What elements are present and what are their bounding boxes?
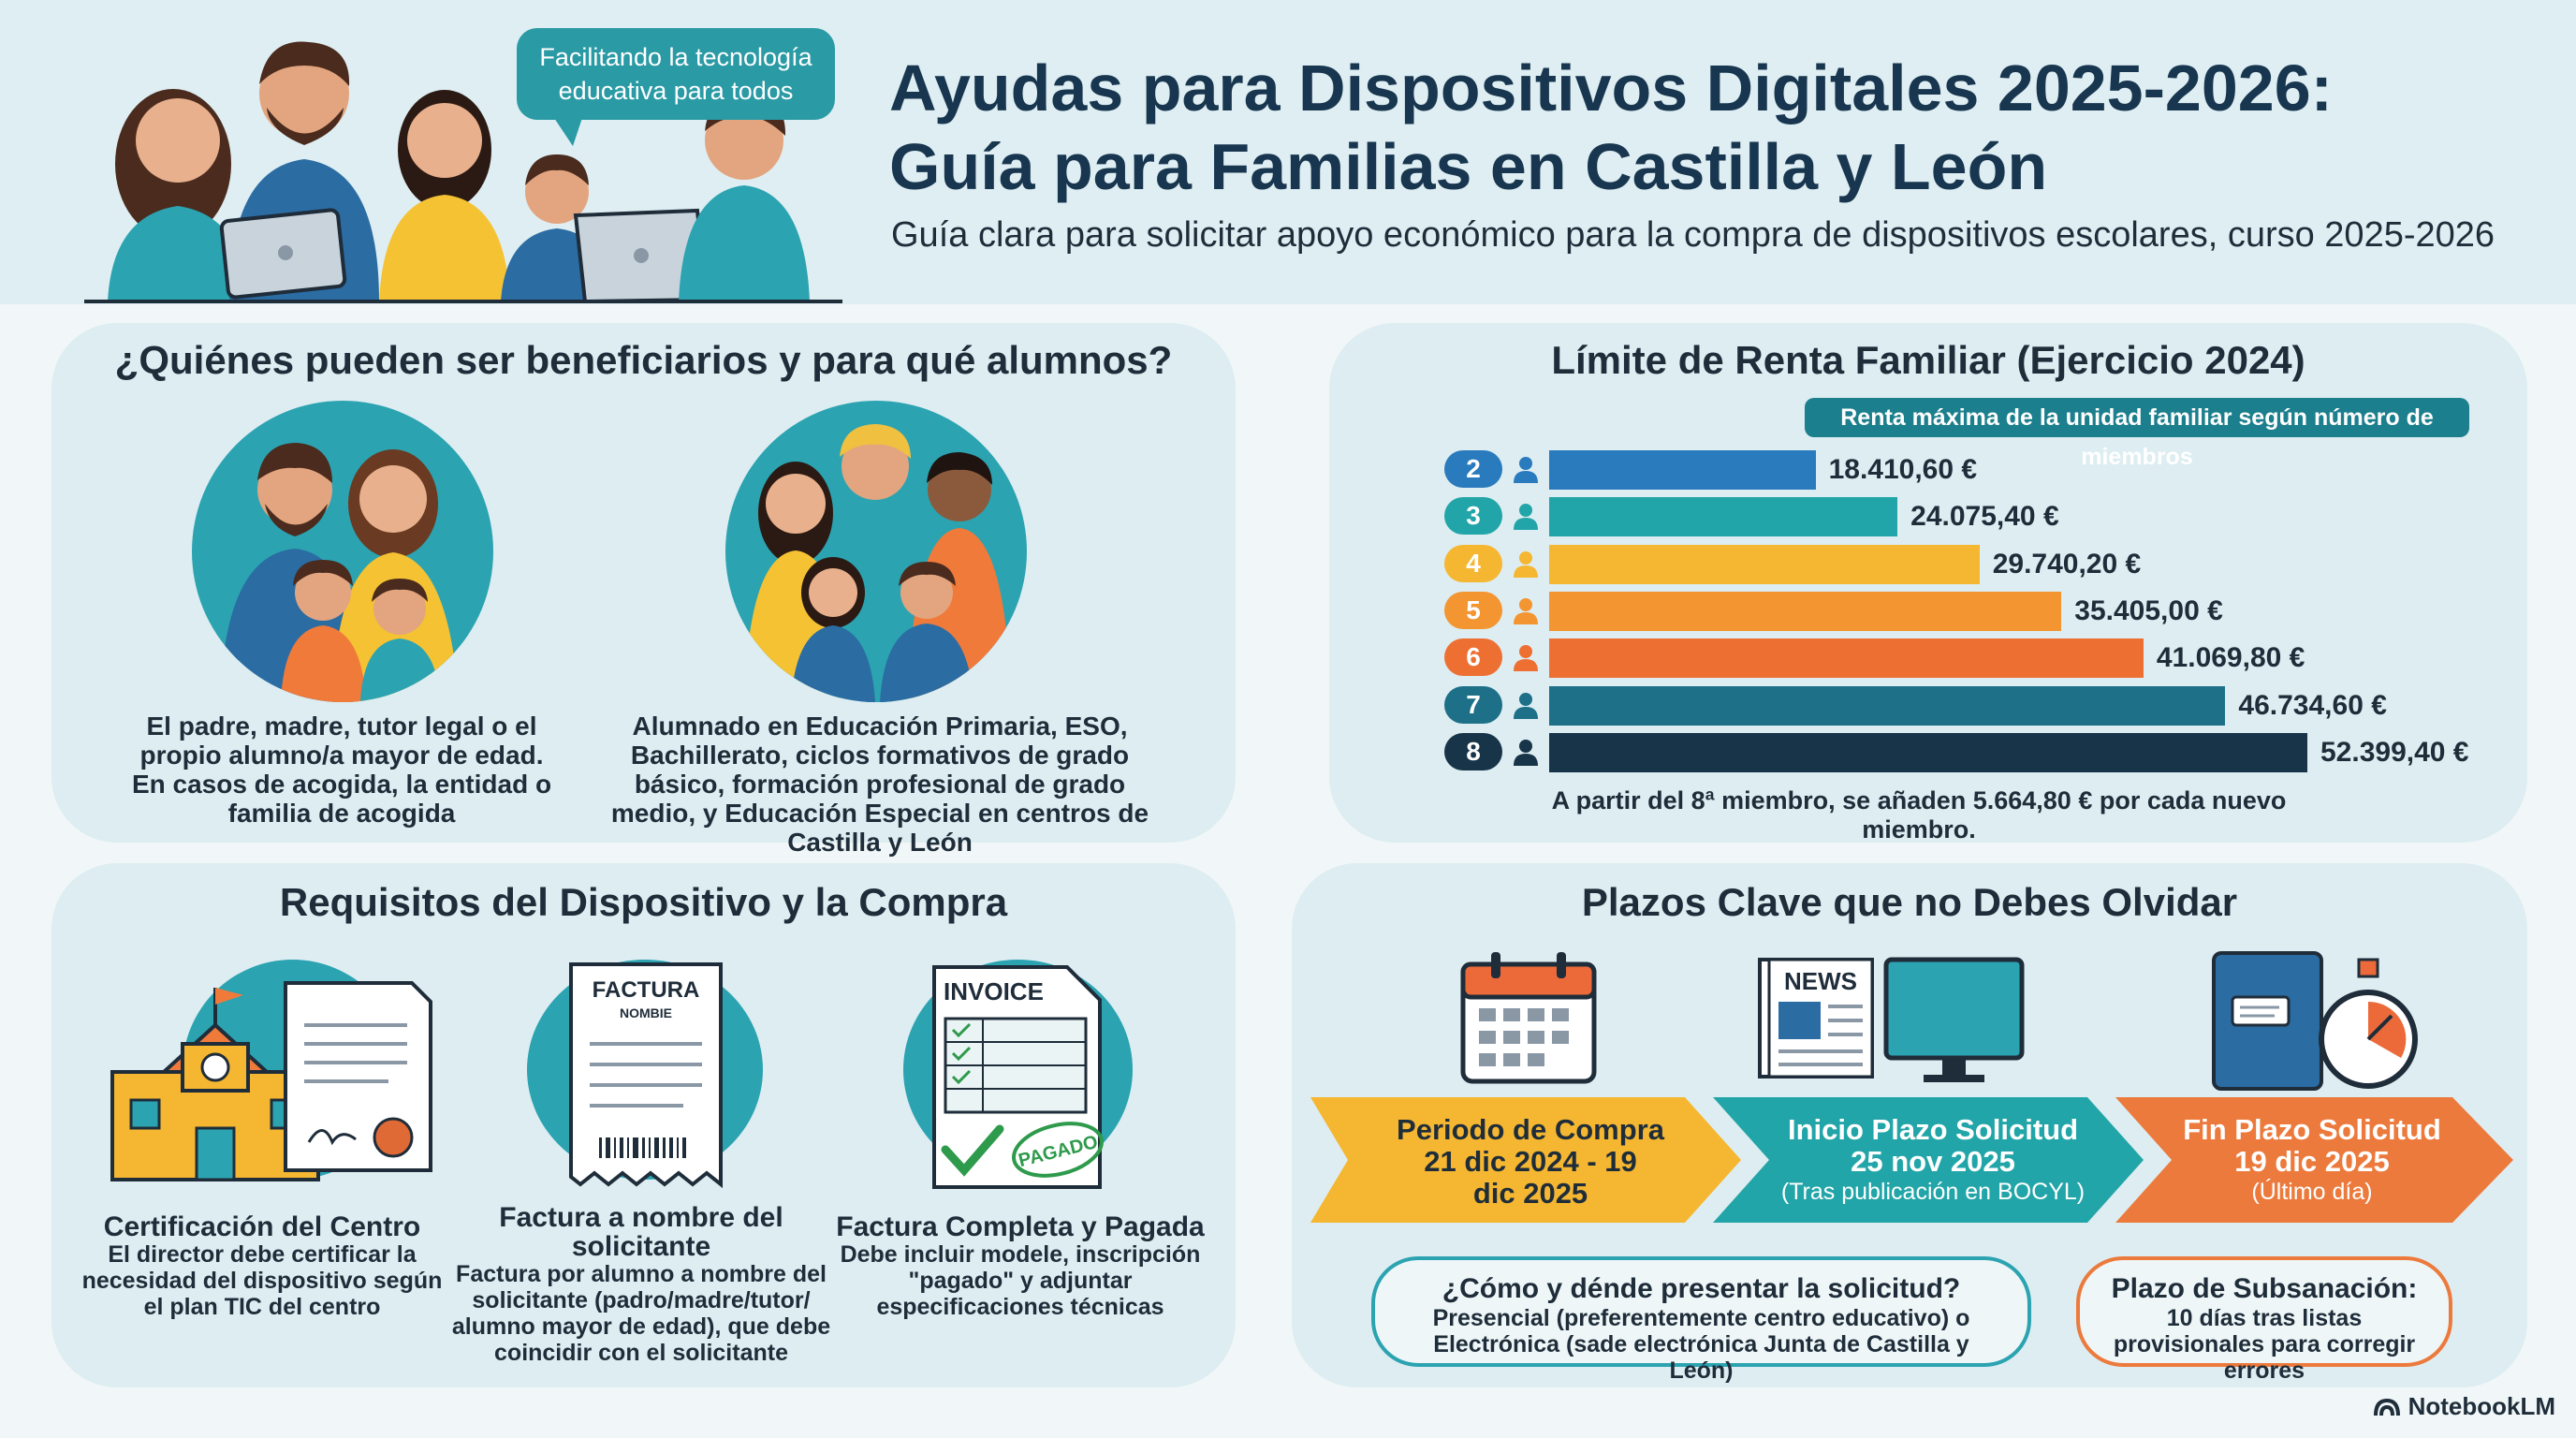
person-icon — [1514, 645, 1538, 672]
news-label-text: NEWS — [1784, 967, 1857, 995]
member-count-badge: 6 — [1444, 638, 1502, 677]
income-bar — [1549, 732, 2307, 772]
income-note: A partir del 8ª miembro, se añaden 5.664… — [1551, 786, 2287, 844]
income-bar-label: 29.740,20 € — [1992, 548, 2142, 580]
title-line-1: Ayudas para Dispositivos Digitales 2025-… — [889, 51, 2333, 125]
member-count-badge: 4 — [1444, 544, 1502, 582]
correction-period-callout: Plazo de Subsanación: 10 días tras lista… — [2076, 1256, 2452, 1384]
title-line-2: Guía para Familias en Castilla y León — [889, 130, 2048, 203]
beneficiaries-right-text: Alumnado en Educación Primaria, ESO, Bac… — [610, 712, 1149, 857]
beneficiaries-left-text: El padre, madre, tutor legal o el propio… — [131, 712, 552, 828]
notebooklm-logo-icon — [2373, 1398, 2400, 1416]
income-bar — [1549, 450, 1816, 490]
person-icon — [1514, 457, 1538, 483]
footer-brand-text: NotebookLM — [2408, 1392, 2555, 1420]
requirement-1-body: El director debe certificar la necesidad… — [81, 1241, 443, 1320]
how-to-apply-title: ¿Cómo y dénde presentar la solicitud? — [1442, 1273, 1961, 1304]
income-bar — [1549, 591, 2062, 631]
income-bar-label: 24.075,40 € — [1910, 501, 2059, 533]
requirement-2: Factura a nombre del solicitante Factura… — [445, 1203, 838, 1366]
requirement-3-body: Debe incluir modele, inscripción "pagado… — [840, 1241, 1201, 1320]
income-bar-label: 46.734,60 € — [2238, 689, 2387, 721]
step-2-note: (Tras publicación en BOCYL) — [1780, 1179, 2086, 1205]
income-bar — [1549, 685, 2226, 726]
beneficiaries-title: ¿Quiénes pueden ser beneficiarios y para… — [114, 338, 1173, 382]
member-count-badge: 8 — [1444, 732, 1502, 770]
person-icon — [1514, 504, 1538, 531]
receipt-name-text: NOMBIE — [620, 1005, 672, 1020]
how-to-apply-callout: ¿Cómo y dénde presentar la solicitud? Pr… — [1371, 1256, 2031, 1384]
step-2-date: 25 nov 2025 — [1851, 1145, 2015, 1178]
family-illustration — [108, 41, 810, 301]
income-bar-label: 52.399,40 € — [2320, 736, 2469, 768]
deadlines-title: Plazos Clave que no Debes Olvidar — [1581, 880, 2238, 924]
step-3-title: Fin Plazo Solicitud — [2183, 1113, 2441, 1146]
step-2-title: Inicio Plazo Solicitud — [1787, 1113, 2079, 1146]
receipt-icon: FACTURA NOMBIE — [569, 962, 723, 1189]
income-title: Límite de Renta Familiar (Ejercicio 2024… — [1551, 338, 2305, 382]
step-3-note: (Último día) — [2251, 1179, 2373, 1205]
how-to-apply-body: Presencial (preferentemente centro educa… — [1432, 1305, 1970, 1384]
requirement-1-heading: Certificación del Centro — [103, 1211, 421, 1242]
person-icon — [1514, 692, 1538, 719]
family-circle-icon — [192, 401, 493, 702]
news-monitor-icon: NEWS — [1758, 957, 2025, 1082]
calendar-icon — [1460, 952, 1597, 1084]
beneficiaries-panel: ¿Quiénes pueden ser beneficiarios y para… — [51, 323, 1236, 843]
member-count-badge: 7 — [1444, 685, 1502, 724]
correction-period-body: 10 días tras listas provisionales para c… — [2113, 1305, 2416, 1384]
step-1-title: Periodo de Compra — [1397, 1113, 1664, 1146]
requirement-3-heading: Factura Completa y Pagada — [836, 1211, 1205, 1242]
speech-bubble: Facilitando la tecnología educativa para… — [517, 28, 835, 146]
page-subtitle: Guía clara para solicitar apoyo económic… — [891, 215, 2496, 255]
step-1-date: 21 dic 2024 - 19 dic 2025 — [1424, 1145, 1637, 1210]
timeline-step-2: Inicio Plazo Solicitud 25 nov 2025 (Tras… — [1760, 1114, 2106, 1236]
member-count-badge: 3 — [1444, 497, 1502, 536]
timeline-step-3: Fin Plazo Solicitud 19 dic 2025 (Último … — [2153, 1114, 2471, 1236]
requirement-1: Certificación del Centro El director deb… — [80, 1212, 445, 1320]
person-icon — [1514, 739, 1538, 766]
requirement-3: Factura Completa y Pagada Debe incluir m… — [833, 1212, 1208, 1320]
invoice-label-text: INVOICE — [944, 977, 1044, 1005]
requirements-title: Requisitos del Dispositivo y la Compra — [279, 880, 1008, 924]
timeline-step-1: Periodo de Compra 21 dic 2024 - 19 dic 2… — [1357, 1114, 1704, 1236]
correction-period-title: Plazo de Subsanación: — [2111, 1273, 2418, 1304]
income-bar — [1549, 638, 2144, 679]
income-bar — [1549, 497, 1898, 537]
requirement-2-body: Factura por alumno a nombre del solicita… — [451, 1261, 831, 1366]
member-count-badge: 5 — [1444, 591, 1502, 629]
school-certificate-icon — [110, 981, 432, 1181]
income-bar — [1549, 544, 1980, 584]
receipt-factura-text: FACTURA — [593, 977, 700, 1003]
person-icon — [1514, 597, 1538, 624]
footer-brand: NotebookLM — [2373, 1392, 2555, 1421]
timeline-arrows — [1310, 1097, 2513, 1223]
students-circle-icon — [725, 401, 1027, 702]
income-bar-label: 18.410,60 € — [1828, 454, 1978, 485]
folder-stopwatch-icon — [2212, 951, 2418, 1091]
person-icon — [1514, 550, 1538, 578]
income-bar-label: 41.069,80 € — [2156, 642, 2305, 674]
header-divider — [84, 300, 842, 303]
requirement-2-heading: Factura a nombre del solicitante — [499, 1202, 783, 1262]
member-count-badge: 2 — [1444, 450, 1502, 488]
step-3-date: 19 dic 2025 — [2234, 1145, 2390, 1178]
page-title: Ayudas para Dispositivos Digitales 2025-… — [889, 49, 2537, 206]
income-legend: Renta máxima de la unidad familiar según… — [1805, 398, 2469, 470]
income-bar-label: 35.405,00 € — [2074, 594, 2223, 626]
invoice-icon: INVOICE PAGADO — [932, 965, 1104, 1189]
